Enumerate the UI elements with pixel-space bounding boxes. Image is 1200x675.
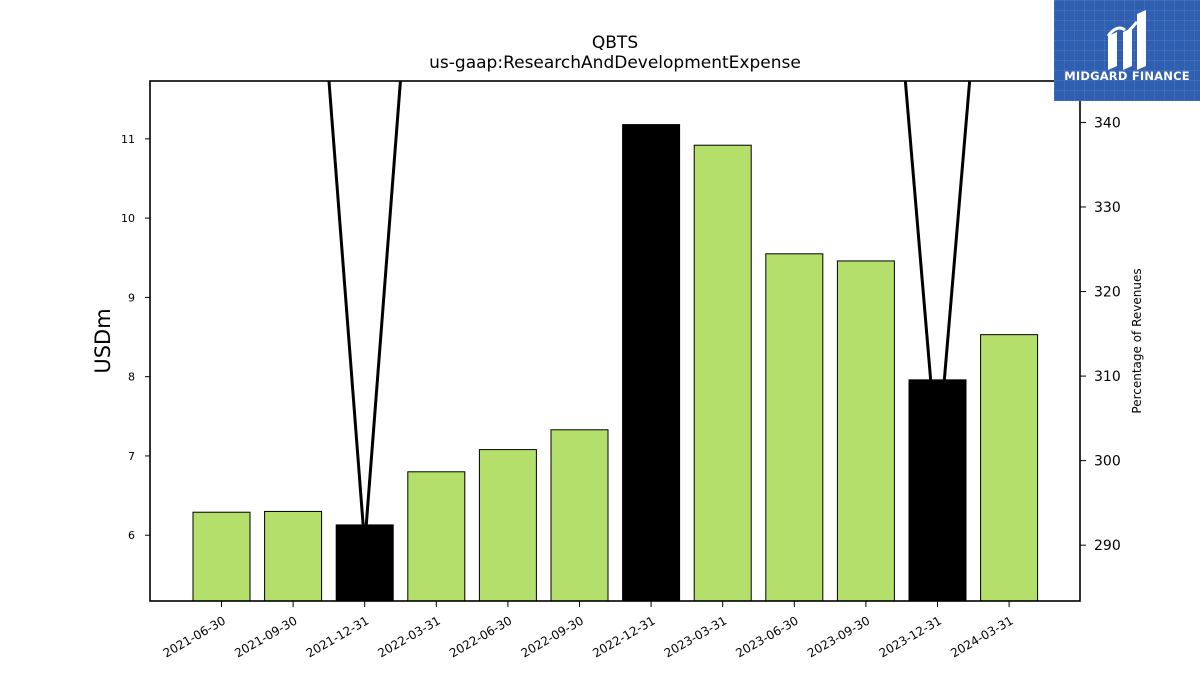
percentage-of-revenues-line xyxy=(327,81,972,546)
bar-2023-06-30 xyxy=(765,253,824,602)
x-tick-label: 2021-06-30 xyxy=(161,613,228,660)
y2-tick-label: 290 xyxy=(1094,538,1121,554)
x-tick-label: 2022-03-31 xyxy=(375,613,442,660)
y2-axis-label: Percentage of Revenues xyxy=(1130,268,1144,413)
line-group xyxy=(327,81,972,546)
x-tick-label: 2023-03-31 xyxy=(662,613,729,660)
bar-2021-06-30 xyxy=(192,511,251,602)
chart-subtitle: us-gaap:ResearchAndDevelopmentExpense xyxy=(429,53,801,73)
x-tick-label: 2022-12-31 xyxy=(590,613,657,660)
x-axis: 2021-06-30 2021-09-30 2021-12-31 2022-03-31… xyxy=(161,601,1016,660)
bar-2023-12-31 xyxy=(908,379,967,602)
bar-2022-03-31 xyxy=(407,471,466,602)
y2-tick-label: 300 xyxy=(1094,454,1121,470)
y-tick-label: 11 xyxy=(121,133,135,146)
bar-2021-09-30 xyxy=(264,510,323,602)
x-tick-label: 2021-12-31 xyxy=(304,613,371,660)
bar-2022-09-30 xyxy=(550,429,609,602)
plot-frame xyxy=(149,80,1081,602)
midgard-logo-icon xyxy=(1106,10,1146,70)
y-tick-label: 7 xyxy=(128,450,135,463)
y2-tick-label: 330 xyxy=(1094,200,1121,216)
x-tick-label: 2021-09-30 xyxy=(232,613,299,660)
x-tick-label: 2023-06-30 xyxy=(733,613,800,660)
x-tick-label: 2023-09-30 xyxy=(805,613,872,660)
y2-tick-label: 310 xyxy=(1094,369,1121,385)
bar-group xyxy=(192,124,1039,602)
right-axis: 290 300 310 320 330 340 xyxy=(1080,115,1121,554)
bar-2022-06-30 xyxy=(478,449,537,602)
y-tick-label: 9 xyxy=(128,291,135,304)
y2-tick-label: 320 xyxy=(1094,285,1121,301)
midgard-finance-logo: MIDGARD FINANCE xyxy=(1054,0,1200,101)
chart-title: QBTS xyxy=(592,33,638,53)
bar-2024-03-31 xyxy=(980,334,1039,602)
bar-2023-03-31 xyxy=(693,144,752,602)
bar-2022-12-31 xyxy=(622,124,681,602)
y-axis-label: USDm xyxy=(91,308,115,373)
x-tick-label: 2023-12-31 xyxy=(877,613,944,660)
y-tick-label: 10 xyxy=(121,212,135,225)
y2-tick-label: 340 xyxy=(1094,115,1121,131)
y-tick-label: 8 xyxy=(128,371,135,384)
logo-text: MIDGARD FINANCE xyxy=(1064,69,1190,83)
y-tick-label: 6 xyxy=(128,529,135,542)
x-tick-label: 2022-09-30 xyxy=(519,613,586,660)
left-axis: 6 7 8 9 10 11 xyxy=(121,133,150,542)
x-tick-label: 2022-06-30 xyxy=(447,613,514,660)
x-tick-label: 2024-03-31 xyxy=(948,613,1015,660)
bar-2023-09-30 xyxy=(836,260,895,602)
